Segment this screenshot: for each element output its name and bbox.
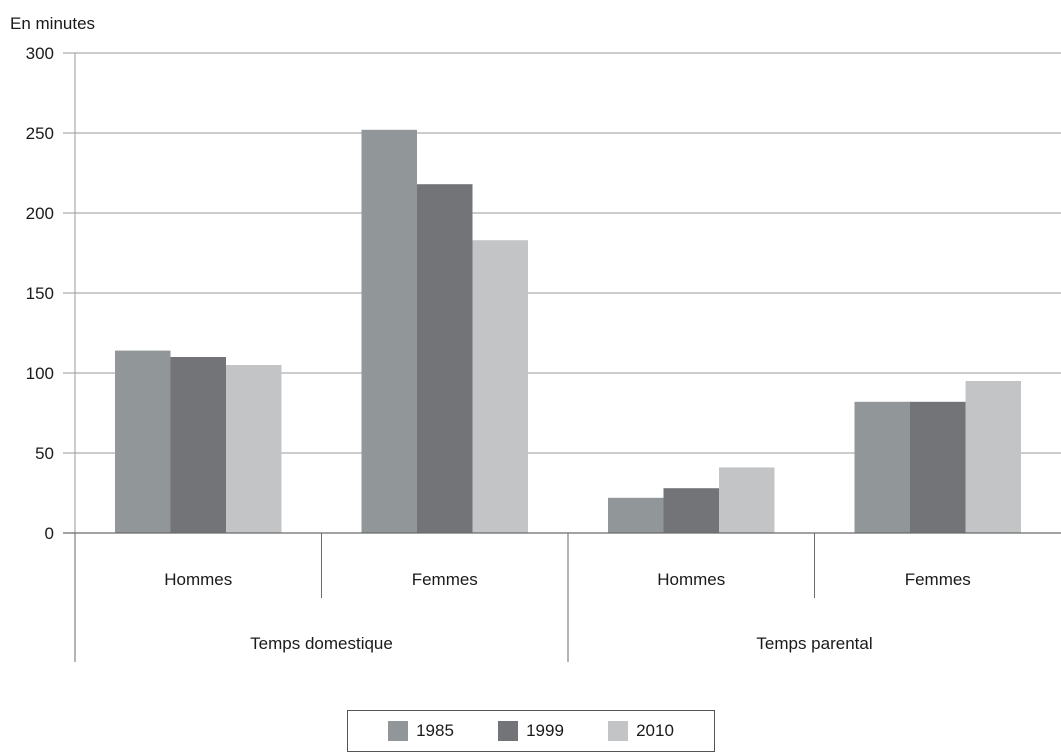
bar-1999-3	[910, 401, 966, 533]
legend-label-1999: 1999	[526, 721, 564, 740]
x-category-label: Femmes	[905, 570, 971, 589]
x-category-label: Hommes	[657, 570, 725, 589]
x-group-label: Temps parental	[756, 634, 872, 653]
bar-2010-0	[226, 365, 282, 533]
legend: 1985 1999 2010	[347, 710, 715, 752]
bar-1999-0	[170, 357, 226, 533]
bar-1985-0	[115, 350, 171, 533]
y-tick-label: 200	[26, 204, 54, 223]
legend-swatch-2010	[608, 721, 629, 741]
legend-item-1999: 1999	[498, 721, 564, 741]
y-tick-label: 150	[26, 284, 54, 303]
bar-1985-2	[608, 497, 664, 533]
y-tick-label: 300	[26, 44, 54, 63]
legend-swatch-1999	[498, 721, 519, 741]
bar-1985-3	[854, 401, 910, 533]
bar-2010-3	[965, 381, 1021, 533]
x-category-label: Femmes	[412, 570, 478, 589]
legend-label-2010: 2010	[636, 721, 674, 740]
y-axis-unit-label: En minutes	[10, 14, 96, 33]
legend-item-2010: 2010	[608, 721, 674, 741]
bar-2010-2	[719, 467, 775, 533]
bar-1985-1	[361, 129, 417, 534]
y-tick-label: 250	[26, 124, 54, 143]
bar-1999-1	[417, 184, 473, 533]
y-tick-label: 100	[26, 364, 54, 383]
y-tick-label: 0	[45, 524, 54, 543]
x-group-label: Temps domestique	[250, 634, 393, 653]
legend-item-1985: 1985	[388, 721, 454, 741]
bar-1999-2	[663, 488, 719, 533]
legend-swatch-1985	[388, 721, 409, 741]
bar-chart: 0 50 100 150 200 250 300 Hommes Femmes Hommes Femm…	[26, 44, 1061, 662]
legend-label-1985: 1985	[416, 721, 454, 740]
y-tick-label: 50	[35, 444, 54, 463]
x-category-label: Hommes	[164, 570, 232, 589]
bar-2010-1	[472, 240, 528, 533]
